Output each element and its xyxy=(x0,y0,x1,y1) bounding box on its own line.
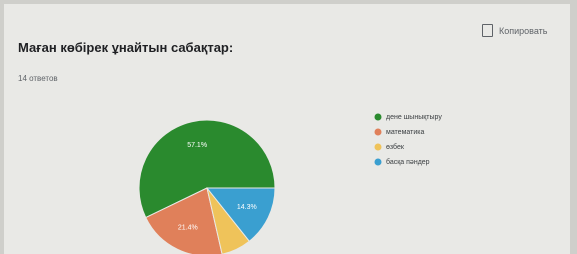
slice-label: 57.1% xyxy=(187,142,207,149)
legend-label: математика xyxy=(386,129,424,136)
chart: 57.1% 21.4% 14.3% дене шынықтыру математика ө… xyxy=(4,4,570,254)
slice-label: 21.4% xyxy=(178,225,198,232)
legend-swatch xyxy=(375,129,382,136)
legend-swatch xyxy=(375,159,382,166)
legend-swatch xyxy=(375,144,382,151)
slice-label: 14.3% xyxy=(237,204,257,211)
legend-label: басқа пәндер xyxy=(386,158,430,166)
legend-label: дене шынықтыру xyxy=(386,114,442,121)
legend-swatch xyxy=(375,114,382,121)
legend-label: өзбек xyxy=(386,143,405,151)
page: {"chart_data": {"type": "pie", "title": … xyxy=(0,0,577,254)
response-card: Маған көбірек ұнайтын сабақтар: 14 ответ… xyxy=(4,4,570,254)
